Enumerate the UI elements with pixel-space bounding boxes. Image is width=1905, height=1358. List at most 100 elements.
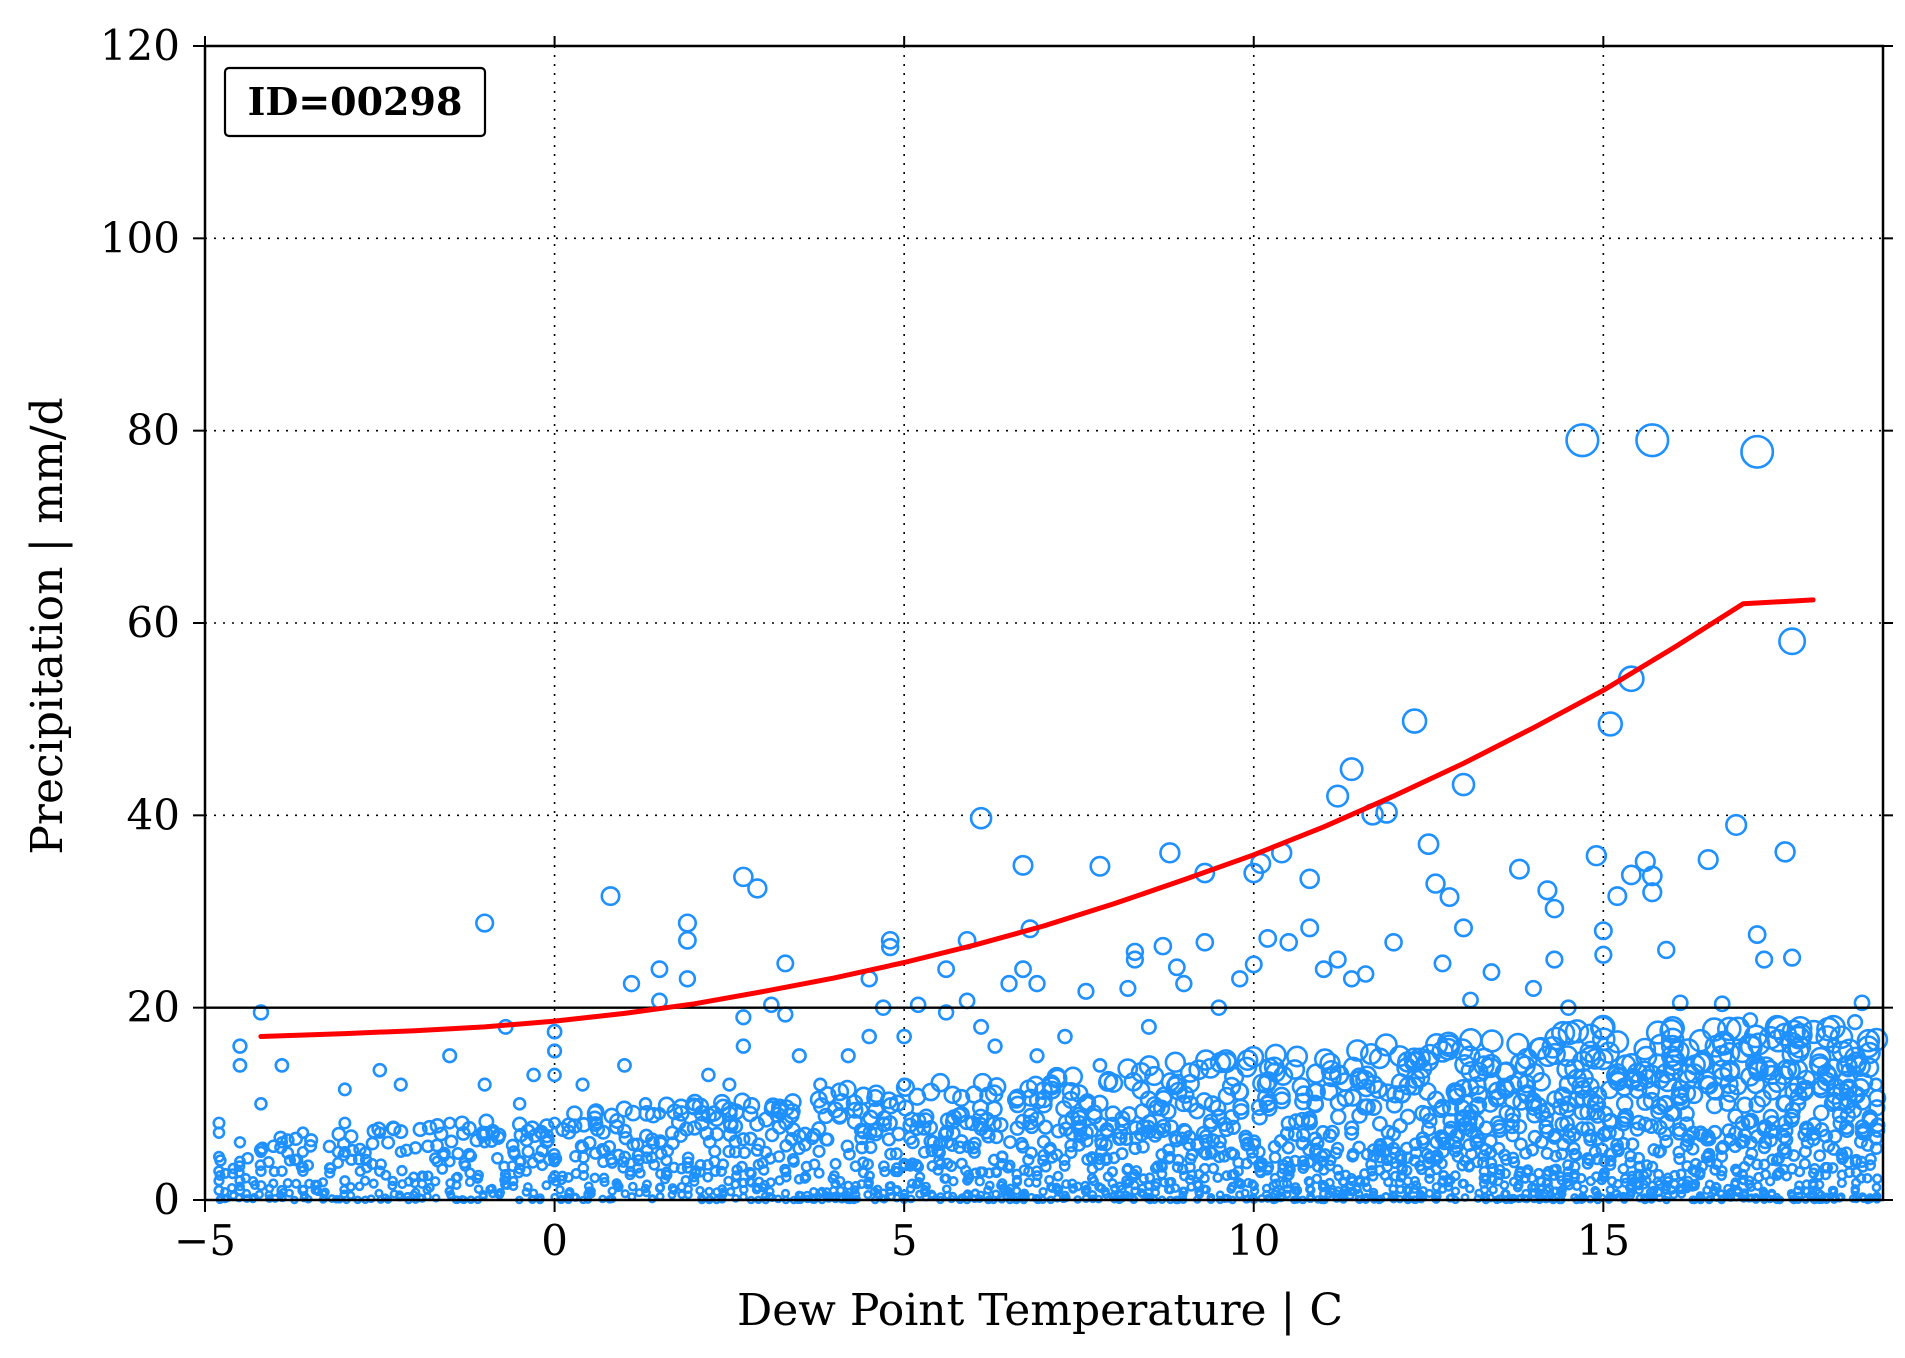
data-point — [1450, 1140, 1464, 1155]
data-point — [1153, 936, 1173, 956]
data-point — [654, 1183, 665, 1194]
data-point — [678, 1121, 695, 1137]
data-point — [1174, 1094, 1193, 1113]
data-point — [1477, 1149, 1491, 1163]
data-point — [1453, 1078, 1473, 1098]
data-point — [644, 1106, 662, 1124]
data-point — [255, 1180, 267, 1192]
data-point — [973, 1018, 990, 1035]
data-point — [1633, 1037, 1657, 1061]
data-point — [624, 1169, 636, 1181]
data-point — [608, 1119, 625, 1135]
data-point — [1358, 1098, 1376, 1116]
data-point — [829, 1157, 842, 1170]
data-point — [1159, 842, 1181, 864]
data-point — [1652, 1176, 1664, 1187]
data-point — [879, 1165, 891, 1178]
id-box-frame — [223, 66, 487, 138]
data-point — [1436, 1031, 1461, 1055]
data-point — [897, 1077, 912, 1092]
data-point — [1356, 965, 1375, 983]
data-point — [735, 1038, 752, 1054]
data-point — [1473, 1194, 1483, 1203]
data-point — [521, 1144, 535, 1159]
data-point — [1812, 1104, 1830, 1122]
data-point — [880, 937, 900, 957]
data-point — [1504, 1118, 1520, 1135]
data-point — [1035, 1095, 1053, 1114]
data-point — [337, 1082, 352, 1097]
data-point — [1038, 1186, 1048, 1197]
data-point — [296, 1126, 310, 1139]
data-point — [1864, 1152, 1877, 1166]
data-point — [926, 1189, 937, 1199]
data-point — [1394, 1153, 1408, 1166]
data-point — [1091, 1094, 1109, 1113]
data-point — [1578, 1184, 1589, 1195]
data-point — [1798, 1157, 1811, 1170]
data-point — [1826, 1162, 1839, 1174]
data-point — [1326, 784, 1350, 808]
data-point — [1195, 1092, 1214, 1110]
data-point — [992, 1117, 1009, 1133]
data-point — [622, 974, 641, 993]
data-point — [1713, 995, 1731, 1013]
y-tick-label: 120 — [100, 21, 180, 70]
data-point — [1549, 1149, 1563, 1163]
data-point — [1201, 1184, 1211, 1195]
data-point — [1365, 1098, 1383, 1117]
data-point — [1524, 979, 1543, 998]
data-point — [372, 1062, 388, 1078]
data-point — [393, 1124, 409, 1140]
data-point — [373, 1126, 387, 1139]
data-point — [1853, 1134, 1868, 1149]
data-point — [1662, 1060, 1684, 1081]
data-point — [212, 1150, 225, 1163]
data-point — [1641, 1175, 1652, 1187]
data-point — [1469, 1085, 1489, 1104]
x-axis-label: Dew Point Temperature | C — [737, 1285, 1343, 1336]
data-point — [892, 1184, 902, 1195]
data-point — [808, 1158, 821, 1171]
data-point — [1763, 1133, 1778, 1148]
data-point — [1031, 1165, 1043, 1177]
data-point — [1871, 1182, 1882, 1193]
data-point — [1144, 1172, 1156, 1183]
data-point — [490, 1130, 506, 1145]
data-point — [1684, 1085, 1704, 1105]
data-point — [905, 1135, 920, 1150]
data-point — [1598, 1169, 1610, 1181]
data-point — [1179, 1062, 1201, 1083]
data-point — [1058, 1160, 1071, 1172]
data-point — [1773, 1065, 1794, 1086]
data-point — [1836, 1177, 1847, 1189]
data-point — [473, 1184, 484, 1194]
data-point — [1508, 1156, 1521, 1169]
data-point — [693, 1104, 711, 1122]
data-point — [1071, 1109, 1088, 1126]
data-point — [276, 1184, 288, 1196]
data-point — [1742, 1012, 1759, 1029]
data-point — [1039, 1160, 1052, 1173]
data-point — [422, 1170, 434, 1182]
data-point — [921, 1181, 931, 1192]
data-point — [1024, 1146, 1038, 1160]
data-point — [1855, 1173, 1867, 1184]
data-point — [1175, 974, 1193, 993]
data-point — [876, 1116, 892, 1132]
data-point — [1819, 1161, 1832, 1174]
data-point — [1519, 1173, 1531, 1184]
data-point — [408, 1141, 423, 1155]
data-point — [1547, 1164, 1560, 1176]
data-point — [444, 1134, 459, 1149]
data-point — [1531, 1072, 1552, 1092]
data-point — [1292, 1185, 1303, 1196]
data-point — [664, 1125, 680, 1141]
data-point — [1511, 1119, 1528, 1135]
data-point — [297, 1184, 309, 1196]
data-point — [1629, 1121, 1645, 1137]
data-point — [1487, 1162, 1499, 1175]
data-point — [1117, 1058, 1139, 1080]
y-tick-label: 40 — [127, 790, 180, 839]
data-point — [772, 1150, 786, 1163]
